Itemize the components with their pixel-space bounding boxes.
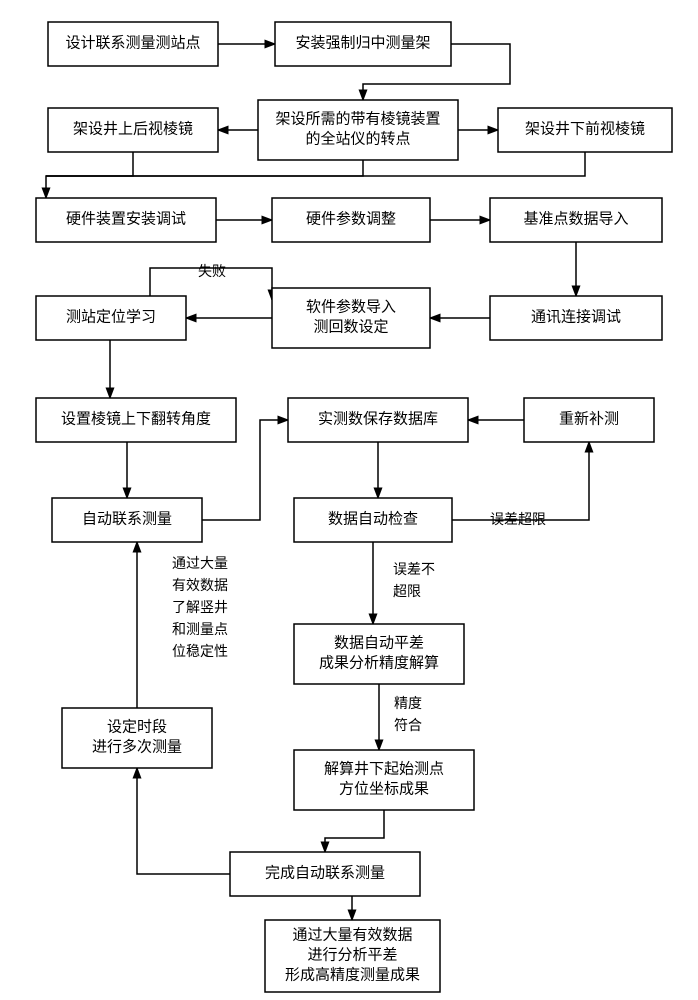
node-n17-label-0: 数据自动平差 xyxy=(334,634,424,651)
node-n10: 软件参数导入测回数设定 xyxy=(272,288,430,348)
node-n21-label-2: 形成高精度测量成果 xyxy=(285,966,420,983)
node-n4-label-1: 的全站仪的转点 xyxy=(305,129,410,147)
node-n19-label-1: 方位坐标成果 xyxy=(339,780,429,797)
node-n1: 设计联系测量测站点 xyxy=(48,22,218,66)
node-n12: 设置棱镜上下翻转角度 xyxy=(36,398,236,442)
node-n11: 通讯连接调试 xyxy=(490,296,662,340)
node-n10-label-1: 测回数设定 xyxy=(313,318,388,335)
node-n3-label-0: 架设井上后视棱镜 xyxy=(73,119,193,137)
edge-label-el_prec2: 符合 xyxy=(394,718,422,734)
node-n16-label-0: 数据自动检查 xyxy=(328,510,418,527)
node-n19-label-0: 解算井下起始测点 xyxy=(324,759,444,777)
edge-label-el_prec1: 精度 xyxy=(394,696,422,712)
node-n20-label-0: 完成自动联系测量 xyxy=(265,864,385,881)
node-n12-label-0: 设置棱镜上下翻转角度 xyxy=(61,409,211,427)
annotation-0-line-3: 和测量点 xyxy=(172,622,228,638)
node-n21-label-0: 通过大量有效数据 xyxy=(292,926,412,943)
node-n1-label-0: 设计联系测量测站点 xyxy=(65,34,200,51)
node-n18: 设定时段进行多次测量 xyxy=(62,708,212,768)
node-n9: 测站定位学习 xyxy=(36,296,186,340)
node-n11-label-0: 通讯连接调试 xyxy=(531,308,621,325)
node-n17: 数据自动平差成果分析精度解算 xyxy=(294,624,464,684)
node-n14: 重新补测 xyxy=(524,398,654,442)
node-n5: 架设井下前视棱镜 xyxy=(498,108,672,152)
node-n3: 架设井上后视棱镜 xyxy=(48,108,218,152)
node-n6: 硬件装置安装调试 xyxy=(36,198,216,242)
node-n13-label-0: 实测数保存数据库 xyxy=(318,410,438,427)
edge-label-el_notover1: 误差不 xyxy=(393,562,435,578)
annotation-0-line-2: 了解竖井 xyxy=(172,600,228,616)
node-n17-label-1: 成果分析精度解算 xyxy=(319,653,439,671)
node-n16: 数据自动检查 xyxy=(294,498,452,542)
node-n9-label-0: 测站定位学习 xyxy=(66,308,156,325)
edge-n4-n6 xyxy=(46,160,363,176)
node-n4-label-0: 架设所需的带有棱镜装置 xyxy=(275,109,440,127)
node-n18-label-0: 设定时段 xyxy=(107,718,167,735)
edge-label-el_over: 误差超限 xyxy=(490,512,546,528)
node-n10-label-0: 软件参数导入 xyxy=(306,298,396,315)
annotation-0-line-0: 通过大量 xyxy=(172,556,228,572)
node-n5-label-0: 架设井下前视棱镜 xyxy=(525,119,645,137)
node-n21: 通过大量有效数据进行分析平差形成高精度测量成果 xyxy=(265,920,440,992)
node-n6-label-0: 硬件装置安装调试 xyxy=(66,210,186,227)
node-n7-label-0: 硬件参数调整 xyxy=(306,210,396,227)
node-n8-label-0: 基准点数据导入 xyxy=(523,210,628,227)
node-n4: 架设所需的带有棱镜装置的全站仪的转点 xyxy=(258,100,458,160)
edge-label-el_fail: 失败 xyxy=(198,264,226,280)
edge-n19-n20 xyxy=(325,810,384,852)
edge-n16-n14 xyxy=(452,442,589,520)
node-n15: 自动联系测量 xyxy=(52,498,202,542)
node-n19: 解算井下起始测点方位坐标成果 xyxy=(294,750,474,810)
node-n13: 实测数保存数据库 xyxy=(288,398,468,442)
edge-label-el_notover2: 超限 xyxy=(393,584,421,600)
edge-n3-n6 xyxy=(46,152,133,198)
node-n18-label-1: 进行多次测量 xyxy=(92,738,182,755)
node-n15-label-0: 自动联系测量 xyxy=(82,510,172,527)
flowchart: 设计联系测量测站点 安装强制归中测量架架设井上后视棱镜 架设所需的带有棱镜装置的全站… xyxy=(0,0,698,1000)
annotation-0-line-4: 位稳定性 xyxy=(172,644,228,660)
node-n7: 硬件参数调整 xyxy=(272,198,430,242)
node-n20: 完成自动联系测量 xyxy=(230,852,420,896)
edge-n20-n18 xyxy=(137,768,230,874)
annotation-0-line-1: 有效数据 xyxy=(172,578,228,594)
node-n8: 基准点数据导入 xyxy=(490,198,662,242)
node-n14-label-0: 重新补测 xyxy=(559,410,619,427)
node-n2-label-0: 安装强制归中测量架 xyxy=(295,34,430,51)
node-n21-label-1: 进行分析平差 xyxy=(307,946,397,963)
node-n2: 安装强制归中测量架 xyxy=(275,22,451,66)
